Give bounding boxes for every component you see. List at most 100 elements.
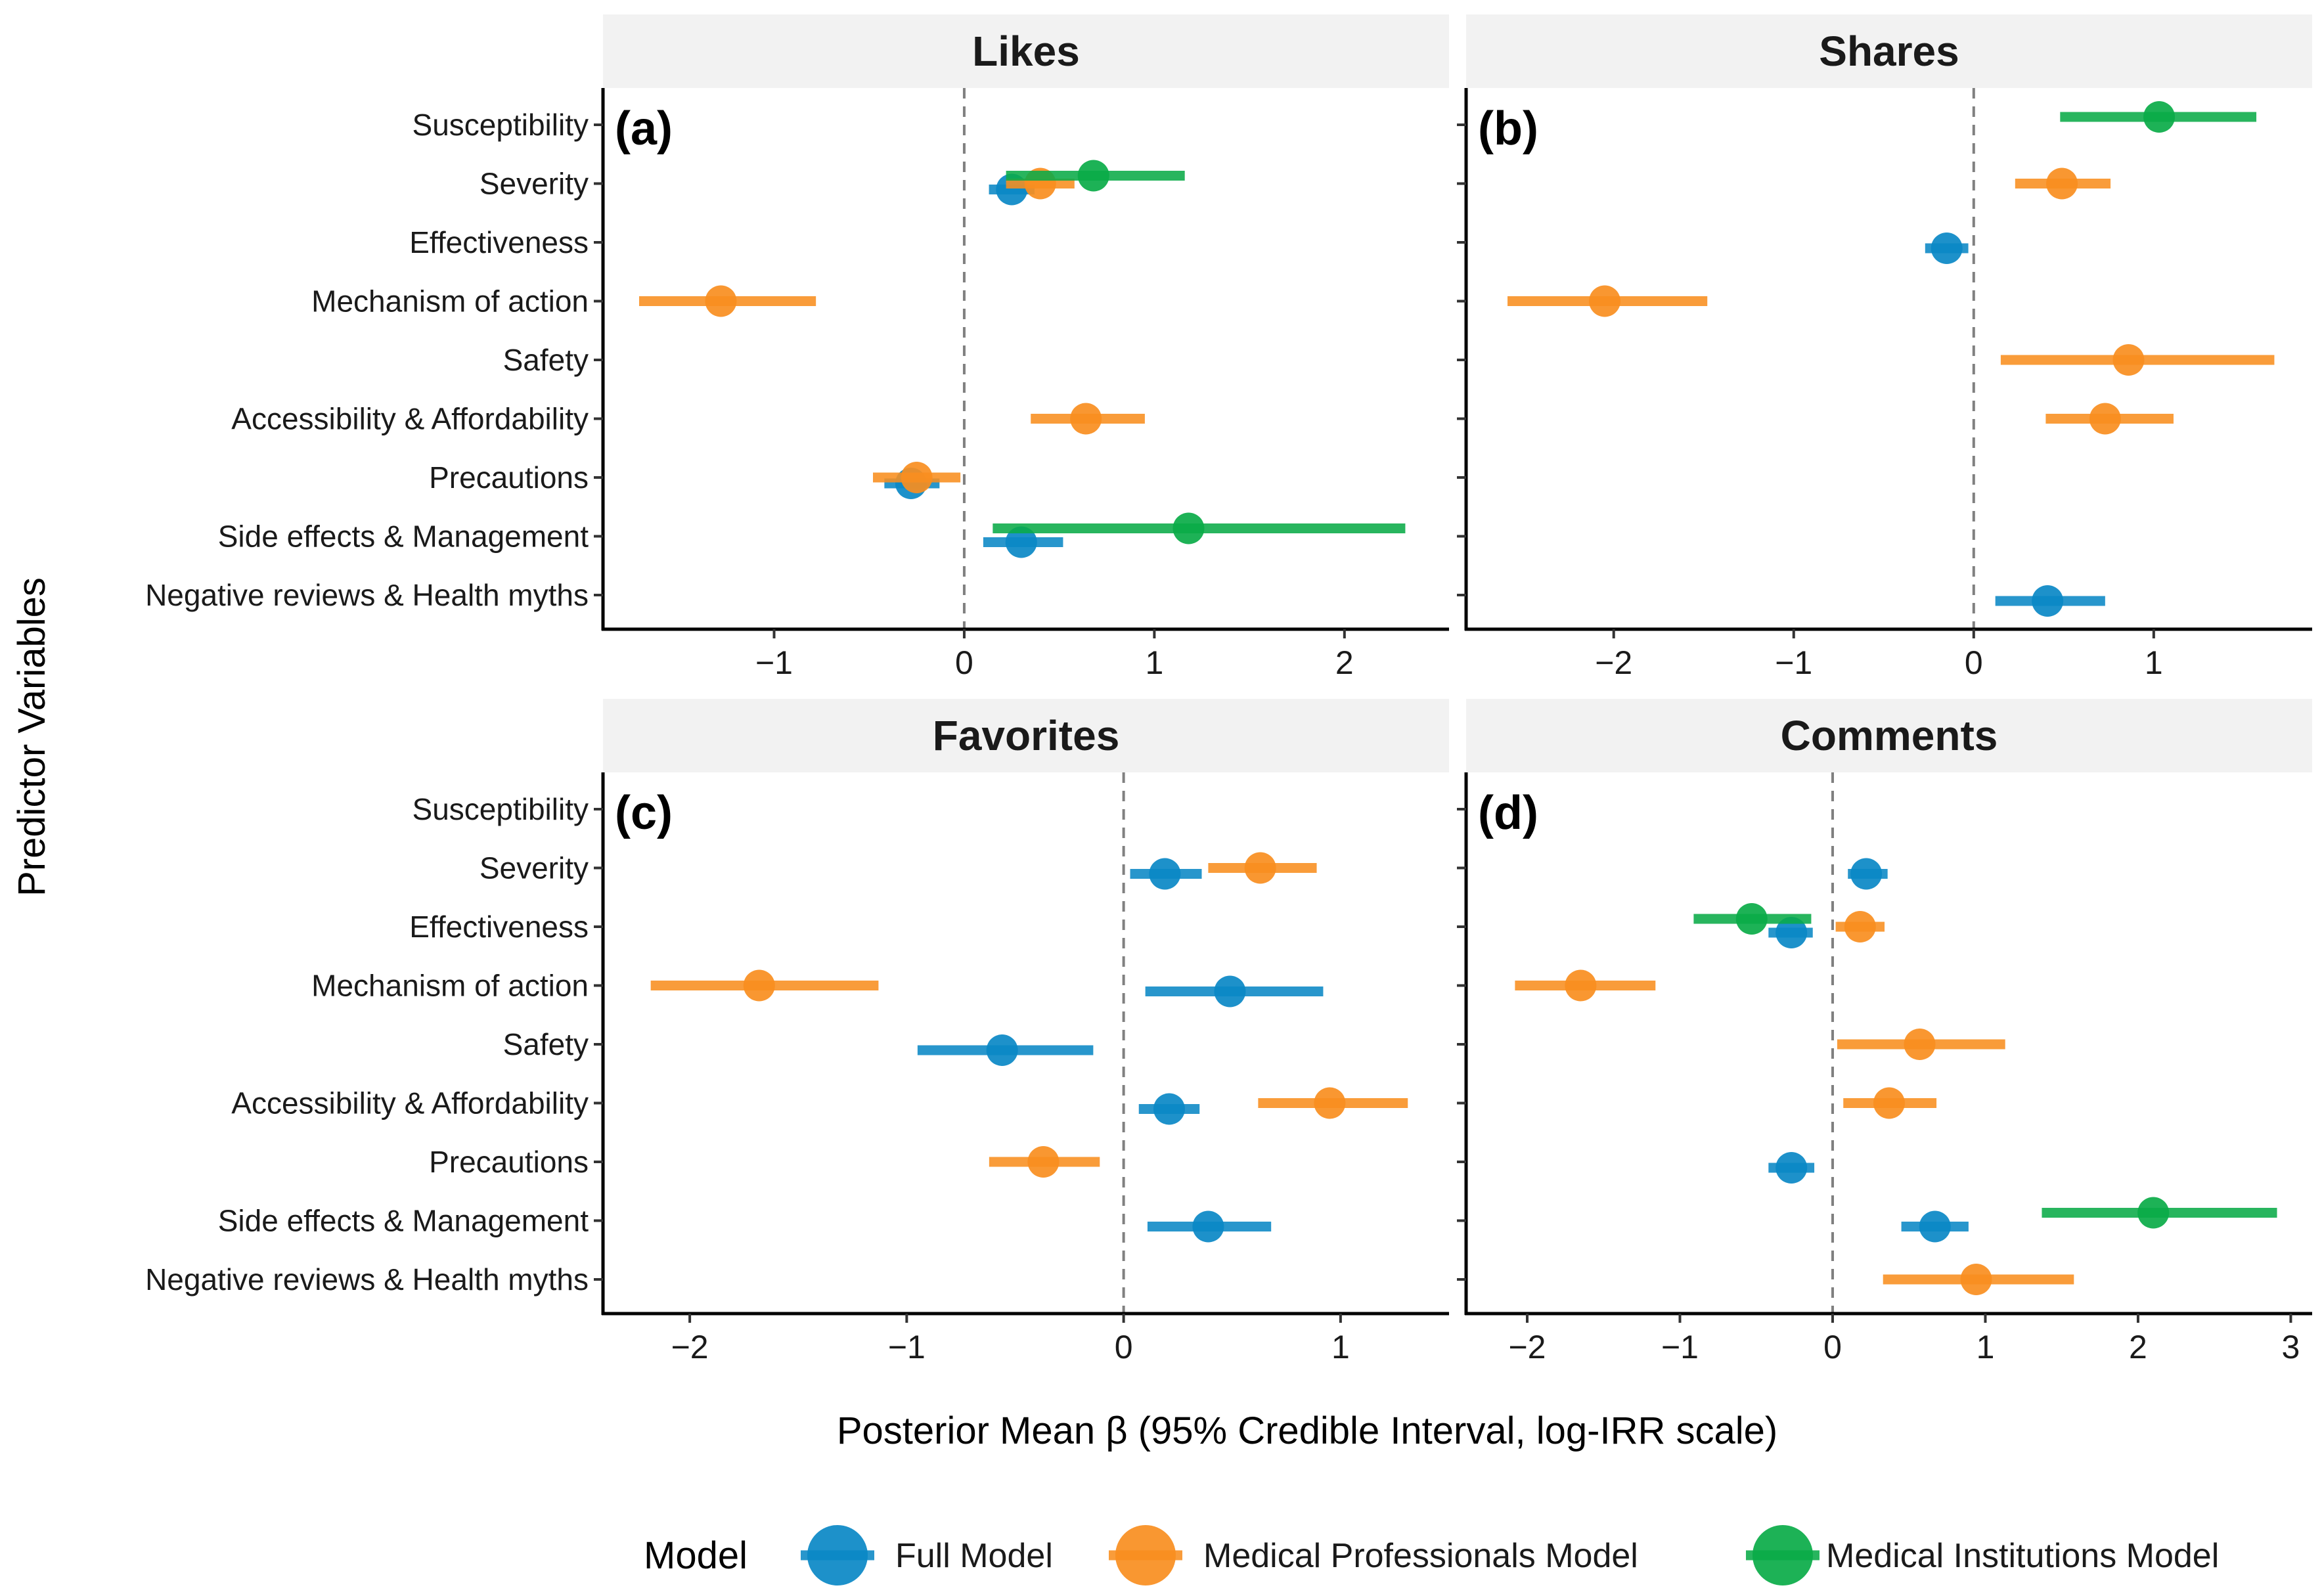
y-tick-label: Precautions xyxy=(429,460,589,495)
posterior-mean-point xyxy=(986,1034,1018,1066)
posterior-mean-point xyxy=(2032,585,2064,617)
panel-tag: (c) xyxy=(615,787,673,839)
y-tick-label: Effectiveness xyxy=(409,910,589,944)
y-tick-label: Mechanism of action xyxy=(311,969,589,1003)
legend-label: Full Model xyxy=(895,1537,1053,1575)
posterior-mean-point xyxy=(1931,233,1963,264)
panel-comments: Comments −2 −1 0 1 2 3 (d) xyxy=(1457,699,2312,1365)
posterior-mean-point xyxy=(1589,285,1621,317)
posterior-mean-point xyxy=(1960,1264,1992,1295)
posterior-mean-point xyxy=(2137,1197,2170,1229)
y-tick-label: Susceptibility xyxy=(413,792,589,826)
series-full-model xyxy=(1768,858,1969,1243)
facet-title: Likes xyxy=(972,28,1080,75)
y-tick-label: Severity xyxy=(480,851,589,885)
panel-tag: (a) xyxy=(615,102,673,155)
x-tick-label: −1 xyxy=(755,644,793,681)
y-tick-label: Precautions xyxy=(429,1145,589,1179)
facet-strip xyxy=(1466,14,2312,88)
posterior-mean-point xyxy=(1873,1087,1905,1119)
posterior-mean-point xyxy=(705,285,737,317)
legend-label: Medical Professionals Model xyxy=(1203,1537,1638,1575)
x-tick-label: 0 xyxy=(1965,644,1983,681)
posterior-mean-point xyxy=(1214,975,1246,1008)
posterior-mean-point xyxy=(2143,101,2176,133)
posterior-mean-point xyxy=(1850,858,1883,890)
panel-favorites: Favorites Susceptibility Severity Effective… xyxy=(145,699,1449,1365)
posterior-mean-point xyxy=(743,969,775,1002)
x-tick-label: 3 xyxy=(2282,1329,2300,1365)
posterior-mean-point xyxy=(1005,526,1037,558)
x-tick-label: 0 xyxy=(1823,1329,1842,1365)
legend-key-point xyxy=(1115,1525,1176,1585)
facet-strip xyxy=(603,14,1449,88)
legend-item-full-model: Full Model xyxy=(801,1525,1053,1585)
legend: Model Full Model Medical Professionals Mo… xyxy=(644,1525,2219,1585)
y-tick-label: Safety xyxy=(503,1027,589,1061)
y-tick-label: Accessibility & Affordability xyxy=(231,402,589,436)
legend-key-point xyxy=(1753,1525,1813,1585)
posterior-mean-point xyxy=(1244,852,1276,884)
y-tick-label: Severity xyxy=(480,167,589,201)
facet-title: Favorites xyxy=(933,712,1120,759)
series-medical-professionals-model xyxy=(638,167,1145,493)
series-medical-professionals-model xyxy=(1515,911,2074,1295)
y-tick-label: Negative reviews & Health myths xyxy=(145,578,589,612)
posterior-mean-point xyxy=(1172,512,1205,544)
posterior-mean-point xyxy=(1070,403,1102,435)
x-tick-label: 2 xyxy=(2129,1329,2147,1365)
posterior-mean-point xyxy=(1149,858,1181,890)
x-tick-label: 1 xyxy=(2145,644,2163,681)
posterior-mean-point xyxy=(1565,969,1597,1002)
y-tick-label: Safety xyxy=(503,343,589,377)
x-tick-label: 1 xyxy=(1331,1329,1350,1365)
legend-key-point xyxy=(807,1525,868,1585)
posterior-mean-point xyxy=(1775,1152,1808,1184)
x-tick-label: 0 xyxy=(1115,1329,1133,1365)
posterior-mean-point xyxy=(1735,903,1768,935)
x-axis-title: Posterior Mean β (95% Credible Interval,… xyxy=(837,1409,1777,1452)
posterior-mean-point xyxy=(1192,1210,1224,1243)
posterior-mean-point xyxy=(1775,917,1808,948)
posterior-mean-point xyxy=(1153,1093,1185,1125)
facet-title: Shares xyxy=(1819,28,1959,75)
facet-strip xyxy=(603,699,1449,772)
y-tick-label: Side effects & Management xyxy=(218,1204,589,1238)
series-full-model xyxy=(884,173,1063,558)
series-full-model xyxy=(1925,233,2105,617)
y-tick-label: Negative reviews & Health myths xyxy=(145,1262,589,1297)
x-tick-label: −2 xyxy=(1508,1329,1546,1365)
x-tick-label: 1 xyxy=(1145,644,1163,681)
posterior-mean-point xyxy=(1919,1210,1951,1243)
y-axis-title: Predictor Variables xyxy=(11,577,53,897)
posterior-mean-point xyxy=(2046,167,2078,200)
series-medical-institutions-model xyxy=(993,160,1406,544)
posterior-mean-point xyxy=(1077,160,1109,192)
posterior-mean-point xyxy=(1314,1087,1346,1119)
x-tick-label: 0 xyxy=(955,644,973,681)
x-tick-label: −1 xyxy=(1661,1329,1699,1365)
posterior-mean-point xyxy=(901,462,933,493)
y-tick-label: Mechanism of action xyxy=(311,284,589,319)
panels: Likes Susceptibility Severity Effectiveness… xyxy=(145,14,2312,1365)
series-medical-institutions-model xyxy=(1693,903,2277,1229)
y-tick-label: Side effects & Management xyxy=(218,520,589,554)
posterior-mean-point xyxy=(1904,1029,1936,1060)
posterior-mean-point xyxy=(2089,403,2121,435)
panel-likes: Likes Susceptibility Severity Effectiveness… xyxy=(145,14,1449,681)
series-medical-professionals-model xyxy=(1507,167,2275,435)
legend-title: Model xyxy=(644,1534,748,1577)
panel-shares: Shares −2 −1 0 1 (b) xyxy=(1457,14,2312,681)
posterior-mean-point xyxy=(2112,344,2145,376)
panel-tag: (d) xyxy=(1478,787,1538,839)
legend-item-medical-institutions-model: Medical Institutions Model xyxy=(1746,1525,2219,1585)
legend-item-medical-professionals-model: Medical Professionals Model xyxy=(1109,1525,1638,1585)
series-full-model xyxy=(917,858,1324,1243)
x-tick-label: −1 xyxy=(1775,644,1812,681)
y-tick-label: Effectiveness xyxy=(409,225,589,259)
series-medical-institutions-model xyxy=(2060,101,2257,133)
posterior-mean-point xyxy=(1844,911,1876,942)
x-tick-label: 1 xyxy=(1976,1329,1995,1365)
facet-title: Comments xyxy=(1781,712,1998,759)
